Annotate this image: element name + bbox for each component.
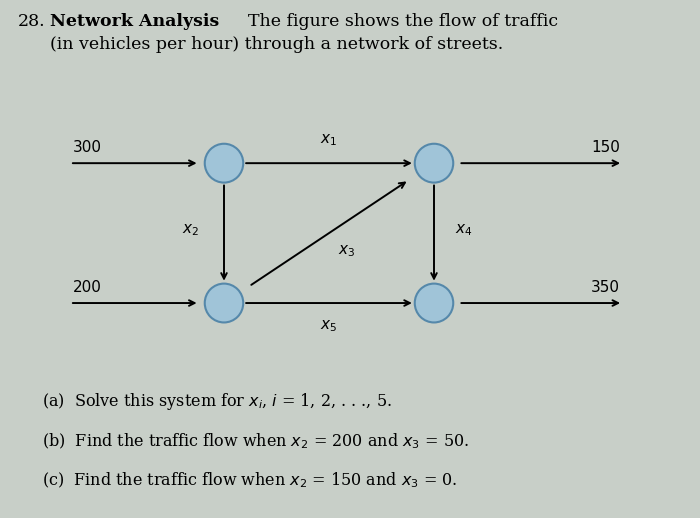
Text: $x_1$: $x_1$ bbox=[321, 132, 337, 148]
Text: 28.: 28. bbox=[18, 13, 45, 30]
Text: 200: 200 bbox=[73, 280, 102, 295]
Ellipse shape bbox=[414, 284, 454, 322]
Text: (a)  Solve this system for $x_i$, $i$ = 1, 2, . . ., 5.: (a) Solve this system for $x_i$, $i$ = 1… bbox=[42, 391, 392, 412]
Text: (b)  Find the traffic flow when $x_2$ = 200 and $x_3$ = 50.: (b) Find the traffic flow when $x_2$ = 2… bbox=[42, 431, 469, 451]
Text: The figure shows the flow of traffic: The figure shows the flow of traffic bbox=[248, 13, 559, 30]
Text: (c)  Find the traffic flow when $x_2$ = 150 and $x_3$ = 0.: (c) Find the traffic flow when $x_2$ = 1… bbox=[42, 470, 458, 490]
Text: 350: 350 bbox=[591, 280, 620, 295]
Ellipse shape bbox=[204, 143, 244, 183]
Text: $x_4$: $x_4$ bbox=[455, 223, 472, 238]
Text: $x_2$: $x_2$ bbox=[183, 223, 200, 238]
Text: $x_3$: $x_3$ bbox=[338, 243, 356, 259]
Text: 300: 300 bbox=[73, 140, 102, 155]
Text: Network Analysis: Network Analysis bbox=[50, 13, 220, 30]
Ellipse shape bbox=[414, 143, 454, 183]
Text: 150: 150 bbox=[591, 140, 620, 155]
Ellipse shape bbox=[204, 284, 244, 322]
Text: (in vehicles per hour) through a network of streets.: (in vehicles per hour) through a network… bbox=[50, 36, 503, 53]
Text: $x_5$: $x_5$ bbox=[321, 319, 337, 334]
